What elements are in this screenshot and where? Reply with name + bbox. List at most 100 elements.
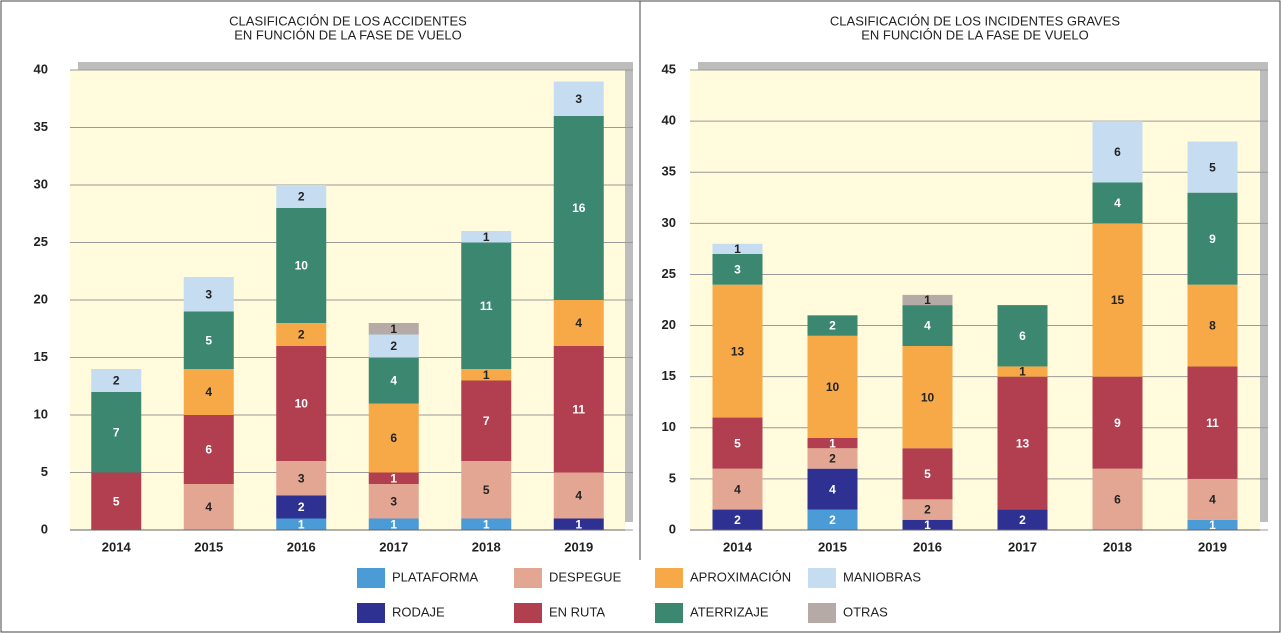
y-tick-label: 30 <box>662 215 676 230</box>
y-tick-label: 35 <box>34 119 48 134</box>
y-tick-label: 5 <box>669 470 676 485</box>
data-label: 15 <box>1111 293 1125 307</box>
data-label: 1 <box>483 368 490 382</box>
data-label: 2 <box>390 339 397 353</box>
bar-segment <box>997 509 1048 530</box>
bar-segment <box>461 242 512 369</box>
data-label: 4 <box>734 482 741 496</box>
data-label: 6 <box>1114 145 1121 159</box>
data-label: 8 <box>1209 319 1216 333</box>
bar-segment <box>712 254 763 285</box>
y-tick-label: 20 <box>34 291 48 306</box>
y-tick-label: 45 <box>662 61 676 76</box>
bar-segment <box>91 472 142 530</box>
chart-title: CLASIFICACIÓN DE LOS INCIDENTES GRAVES <box>830 13 1120 28</box>
bar-segment <box>997 376 1048 510</box>
bar-segment <box>276 461 327 496</box>
bar-segment <box>553 300 604 346</box>
legend-swatch <box>514 603 542 623</box>
y-tick-label: 25 <box>662 266 676 281</box>
legend-swatch <box>357 568 385 588</box>
data-label: 6 <box>1114 493 1121 507</box>
bar-segment <box>1187 141 1238 193</box>
data-label: 4 <box>205 385 212 399</box>
legend-swatch <box>655 568 683 588</box>
bar-segment <box>1187 366 1238 479</box>
data-label: 16 <box>572 201 586 215</box>
bar-segment <box>1092 223 1143 377</box>
data-label: 11 <box>480 299 493 313</box>
x-tick-label: 2015 <box>194 539 223 554</box>
data-label: 2 <box>298 328 305 342</box>
bar-segment <box>276 346 327 461</box>
bar-segment <box>368 403 419 473</box>
data-label: 2 <box>113 374 120 388</box>
bar-segment <box>902 519 953 530</box>
bar-segment <box>368 484 419 519</box>
data-label: 2 <box>829 513 836 527</box>
data-label: 6 <box>390 431 397 445</box>
data-label: 1 <box>390 471 397 485</box>
data-label: 9 <box>1209 232 1216 246</box>
bar-segment <box>276 518 327 530</box>
legend-swatch <box>514 568 542 588</box>
bar-segment <box>183 311 234 369</box>
bar-segment <box>461 461 512 519</box>
legend-label: PLATAFORMA <box>392 569 479 584</box>
bar-segment <box>712 417 763 469</box>
data-label: 2 <box>1019 513 1026 527</box>
bar-segment <box>807 335 858 438</box>
y-tick-label: 0 <box>669 521 676 536</box>
data-label: 2 <box>829 452 836 466</box>
data-label: 2 <box>734 513 741 527</box>
data-label: 3 <box>298 471 305 485</box>
data-label: 4 <box>1209 493 1216 507</box>
legend-label: APROXIMACIÓN <box>690 569 791 584</box>
bar-segment <box>1092 182 1143 224</box>
bar-segment <box>902 305 953 346</box>
legend-swatch <box>655 603 683 623</box>
bar-segment <box>553 346 604 473</box>
y-tick-label: 10 <box>34 406 48 421</box>
data-label: 5 <box>734 436 741 450</box>
x-tick-label: 2014 <box>102 539 132 554</box>
bar-segment <box>807 509 858 530</box>
bar-segment <box>712 243 763 254</box>
x-tick-label: 2018 <box>472 539 501 554</box>
bar-segment <box>461 518 512 530</box>
x-tick-label: 2018 <box>1103 539 1132 554</box>
data-label: 10 <box>295 259 309 273</box>
data-label: 1 <box>1209 518 1216 532</box>
data-label: 10 <box>295 397 309 411</box>
bar-segment <box>91 392 142 473</box>
bar-segment <box>276 208 327 323</box>
chart-title: EN FUNCIÓN DE LA FASE DE VUELO <box>234 27 462 42</box>
y-tick-label: 10 <box>662 419 676 434</box>
y-tick-label: 25 <box>34 234 48 249</box>
bar-segment <box>902 294 953 306</box>
chart-title: CLASIFICACIÓN DE LOS ACCIDENTES <box>229 13 467 28</box>
data-label: 11 <box>572 402 585 416</box>
data-label: 9 <box>1114 416 1121 430</box>
bar-segment <box>1092 376 1143 469</box>
data-label: 5 <box>483 483 490 497</box>
data-label: 6 <box>1019 329 1026 343</box>
legend-label: RODAJE <box>392 604 445 619</box>
x-tick-label: 2019 <box>1198 539 1227 554</box>
y-tick-label: 20 <box>662 317 676 332</box>
data-label: 4 <box>829 482 836 496</box>
bar-segment <box>183 415 234 484</box>
x-tick-label: 2019 <box>564 539 593 554</box>
y-tick-label: 35 <box>662 164 676 179</box>
legend-label: OTRAS <box>843 604 888 619</box>
bar-segment <box>902 346 953 449</box>
bar-segment <box>712 284 763 418</box>
data-label: 1 <box>734 242 741 256</box>
bar-segment <box>183 369 234 415</box>
bar-segment <box>1092 468 1143 530</box>
data-label: 2 <box>924 503 931 517</box>
data-label: 2 <box>829 319 836 333</box>
data-label: 11 <box>1206 416 1219 430</box>
x-tick-label: 2015 <box>818 539 847 554</box>
data-label: 5 <box>205 333 212 347</box>
